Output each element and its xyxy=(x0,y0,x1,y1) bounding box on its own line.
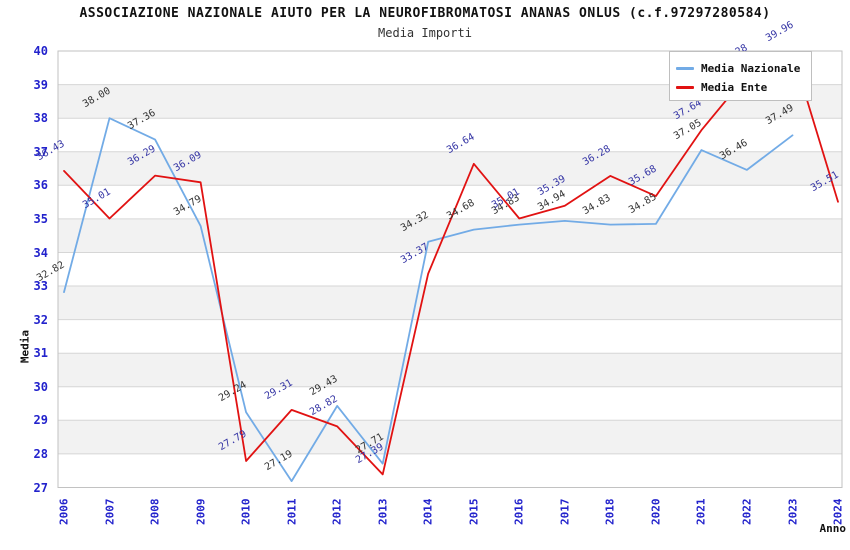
y-tick-label: 34 xyxy=(33,245,48,260)
legend-label-media-nazionale: Media Nazionale xyxy=(701,62,801,75)
plot-stripe xyxy=(58,286,842,320)
x-axis-title: Anno xyxy=(819,522,847,535)
plot-stripe xyxy=(58,118,842,152)
plot-stripe xyxy=(58,319,842,354)
plot-stripe xyxy=(58,386,842,421)
x-tick-label: 2013 xyxy=(376,498,390,526)
x-tick-label: 2011 xyxy=(285,498,299,526)
y-tick-label: 35 xyxy=(33,211,48,226)
x-tick-label: 2012 xyxy=(330,498,344,526)
x-tick-label: 2006 xyxy=(57,498,71,526)
x-tick-label: 2021 xyxy=(694,498,708,526)
plot-border xyxy=(57,50,843,488)
x-tick-label: 2016 xyxy=(512,498,526,526)
y-tick-label: 36 xyxy=(33,178,48,193)
x-tick-label: 2023 xyxy=(786,498,799,526)
plot-stripe xyxy=(58,252,842,287)
series-line-media-nazionale xyxy=(63,117,794,482)
y-tick-label: 38 xyxy=(33,111,48,126)
chart-title: ASSOCIAZIONE NAZIONALE AIUTO PER LA NEUR… xyxy=(79,6,771,21)
series-line-media-ente xyxy=(63,51,839,476)
y-tick-label: 31 xyxy=(33,346,48,361)
x-tick-label: 2007 xyxy=(103,498,116,526)
y-tick-label: 37 xyxy=(33,144,48,159)
x-tick-label: 2022 xyxy=(740,498,754,526)
y-axis-title: Media xyxy=(18,329,32,364)
plot-stripe xyxy=(58,353,842,387)
x-tick-label: 2008 xyxy=(148,498,162,526)
y-tick-label: 32 xyxy=(33,312,48,327)
y-tick-label: 30 xyxy=(33,379,48,394)
legend: Media Nazionale Media Ente xyxy=(669,51,812,101)
legend-swatch-blue-line xyxy=(676,67,694,70)
legend-item-media-ente: Media Ente xyxy=(676,78,811,97)
y-tick-label: 29 xyxy=(33,413,48,428)
y-tick-label: 39 xyxy=(33,77,48,92)
x-tick-label: 2010 xyxy=(239,498,253,526)
x-tick-label: 2009 xyxy=(194,498,208,526)
x-tick-label: 2018 xyxy=(603,498,617,526)
x-tick-label: 2015 xyxy=(467,498,481,526)
legend-item-media-nazionale: Media Nazionale xyxy=(676,59,811,78)
x-tick-label: 2014 xyxy=(421,498,435,526)
chart-subtitle: Media Importi xyxy=(378,26,472,40)
legend-swatch-red-line xyxy=(676,86,694,89)
x-tick-label: 2017 xyxy=(558,498,572,526)
plot-stripe xyxy=(58,453,842,488)
y-tick-label: 27 xyxy=(33,480,48,495)
legend-label-media-ente: Media Ente xyxy=(701,81,768,94)
plot-stripe xyxy=(58,420,842,454)
y-tick-label: 40 xyxy=(33,44,48,58)
y-tick-label: 33 xyxy=(33,279,48,293)
y-tick-label: 28 xyxy=(33,446,48,461)
x-tick-label: 2020 xyxy=(649,498,663,526)
